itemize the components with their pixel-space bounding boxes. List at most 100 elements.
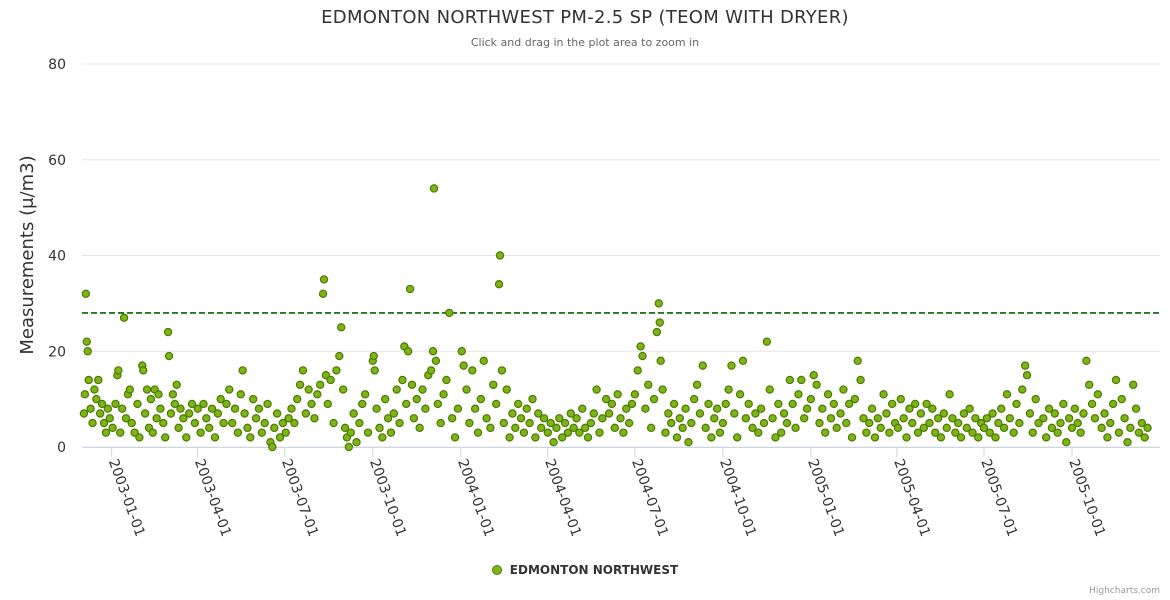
data-point[interactable]	[332, 366, 341, 375]
data-point[interactable]	[90, 385, 99, 394]
data-point[interactable]	[482, 414, 491, 423]
data-point[interactable]	[1025, 409, 1035, 418]
data-point[interactable]	[130, 428, 139, 437]
data-point[interactable]	[751, 409, 760, 418]
data-point[interactable]	[310, 414, 319, 423]
data-point[interactable]	[968, 428, 977, 437]
data-point[interactable]	[782, 418, 792, 428]
data-point[interactable]	[956, 433, 966, 442]
data-point[interactable]	[263, 399, 272, 409]
data-point[interactable]	[1050, 409, 1059, 418]
data-point[interactable]	[842, 418, 851, 428]
data-point[interactable]	[971, 414, 980, 423]
data-point[interactable]	[202, 414, 211, 423]
data-point[interactable]	[1073, 418, 1082, 428]
data-point[interactable]	[652, 327, 662, 337]
data-point[interactable]	[799, 414, 809, 423]
data-point[interactable]	[931, 428, 940, 437]
data-point[interactable]	[1129, 380, 1138, 389]
data-point[interactable]	[278, 418, 288, 428]
data-point[interactable]	[681, 404, 690, 413]
data-point[interactable]	[1126, 423, 1135, 433]
data-point[interactable]	[689, 394, 699, 404]
data-point[interactable]	[429, 184, 439, 193]
data-point[interactable]	[196, 428, 205, 437]
data-point[interactable]	[270, 423, 279, 433]
data-point[interactable]	[135, 433, 144, 442]
data-point[interactable]	[661, 428, 670, 437]
data-point[interactable]	[832, 423, 841, 433]
data-point[interactable]	[139, 366, 148, 375]
data-point[interactable]	[613, 390, 622, 399]
data-point[interactable]	[826, 414, 836, 423]
data-point[interactable]	[557, 433, 567, 442]
data-point[interactable]	[1039, 414, 1048, 423]
data-point[interactable]	[213, 409, 223, 418]
data-point[interactable]	[794, 390, 803, 399]
data-point[interactable]	[1018, 385, 1027, 394]
data-point[interactable]	[525, 418, 534, 428]
data-point[interactable]	[381, 394, 390, 404]
data-point[interactable]	[111, 399, 120, 409]
data-point[interactable]	[850, 394, 860, 404]
data-point[interactable]	[407, 380, 417, 389]
data-point[interactable]	[528, 394, 537, 404]
data-point[interactable]	[566, 409, 575, 418]
data-point[interactable]	[607, 399, 617, 409]
data-point[interactable]	[601, 394, 611, 404]
data-point[interactable]	[433, 399, 443, 409]
data-point[interactable]	[318, 289, 328, 298]
data-point[interactable]	[916, 409, 926, 418]
data-point[interactable]	[1015, 418, 1024, 428]
data-point[interactable]	[329, 418, 338, 428]
data-point[interactable]	[806, 394, 816, 404]
data-point[interactable]	[462, 385, 471, 394]
data-point[interactable]	[84, 375, 93, 385]
data-point[interactable]	[876, 423, 885, 433]
data-point[interactable]	[710, 414, 719, 423]
data-point[interactable]	[81, 289, 91, 298]
data-point[interactable]	[974, 433, 983, 442]
data-point[interactable]	[656, 356, 665, 366]
data-point[interactable]	[219, 418, 228, 428]
data-point[interactable]	[1005, 414, 1015, 423]
data-point[interactable]	[97, 399, 107, 409]
data-point[interactable]	[1022, 370, 1032, 380]
data-point[interactable]	[1070, 404, 1080, 413]
data-point[interactable]	[1056, 418, 1065, 428]
data-point[interactable]	[999, 423, 1009, 433]
data-point[interactable]	[669, 399, 679, 409]
data-point[interactable]	[994, 418, 1003, 428]
data-point[interactable]	[534, 409, 543, 418]
data-point[interactable]	[236, 390, 245, 399]
data-point[interactable]	[83, 347, 92, 356]
data-point[interactable]	[788, 399, 797, 409]
data-point[interactable]	[641, 404, 650, 413]
data-point[interactable]	[759, 418, 769, 428]
data-point[interactable]	[479, 356, 488, 366]
data-point[interactable]	[902, 433, 911, 442]
data-point[interactable]	[867, 404, 877, 413]
data-point[interactable]	[182, 433, 191, 442]
data-point[interactable]	[272, 409, 282, 418]
data-point[interactable]	[257, 428, 267, 437]
data-point[interactable]	[1041, 433, 1051, 442]
data-point[interactable]	[754, 428, 763, 437]
data-point[interactable]	[695, 409, 705, 418]
data-point[interactable]	[936, 433, 946, 442]
data-point[interactable]	[349, 409, 358, 418]
data-point[interactable]	[519, 428, 529, 437]
data-point[interactable]	[856, 375, 865, 385]
data-point[interactable]	[190, 418, 200, 428]
data-point[interactable]	[893, 423, 903, 433]
data-point[interactable]	[152, 414, 161, 423]
data-point[interactable]	[821, 428, 830, 437]
data-point[interactable]	[839, 385, 848, 394]
data-point[interactable]	[979, 423, 989, 433]
data-point[interactable]	[589, 409, 598, 418]
data-point[interactable]	[572, 414, 581, 423]
data-point[interactable]	[184, 409, 194, 418]
data-point[interactable]	[445, 308, 454, 318]
data-point[interactable]	[486, 423, 495, 433]
data-point[interactable]	[281, 428, 290, 437]
